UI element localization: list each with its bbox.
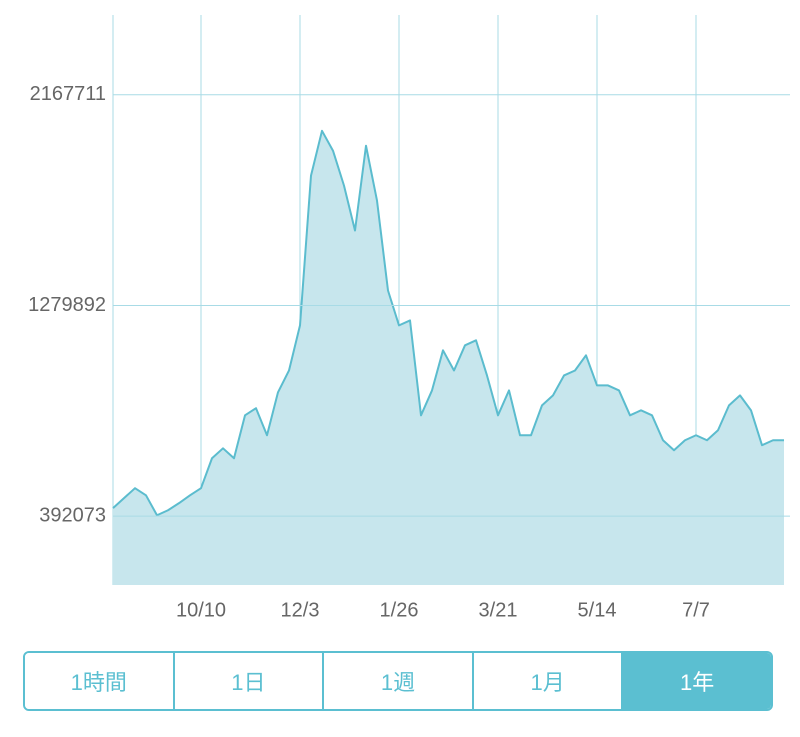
x-tick-label: 3/21 — [479, 599, 518, 621]
period-tabs: 1時間 1日 1週 1月 1年 — [23, 651, 773, 711]
period-tab[interactable]: 1日 — [172, 653, 323, 709]
x-tick-label: 10/10 — [176, 599, 226, 621]
chart: 10/10 12/3 1/26 3/21 5/14 7/7 392073 1279892 216… — [28, 15, 790, 621]
period-tab[interactable]: 1週 — [322, 653, 472, 709]
x-tick-label: 12/3 — [281, 599, 320, 621]
x-tick-label: 7/7 — [682, 599, 710, 621]
y-tick-label: 392073 — [39, 504, 106, 526]
area-fill — [113, 130, 784, 585]
y-tick-label: 2167711 — [30, 83, 106, 105]
x-tick-label: 5/14 — [578, 599, 617, 621]
period-tab[interactable]: 1年 — [621, 653, 771, 709]
y-tick-label: 1279892 — [28, 294, 106, 316]
price-line — [112, 129, 784, 517]
period-tab[interactable]: 1月 — [471, 653, 622, 709]
period-tab[interactable]: 1時間 — [25, 653, 173, 709]
x-tick-label: 1/26 — [380, 599, 419, 621]
